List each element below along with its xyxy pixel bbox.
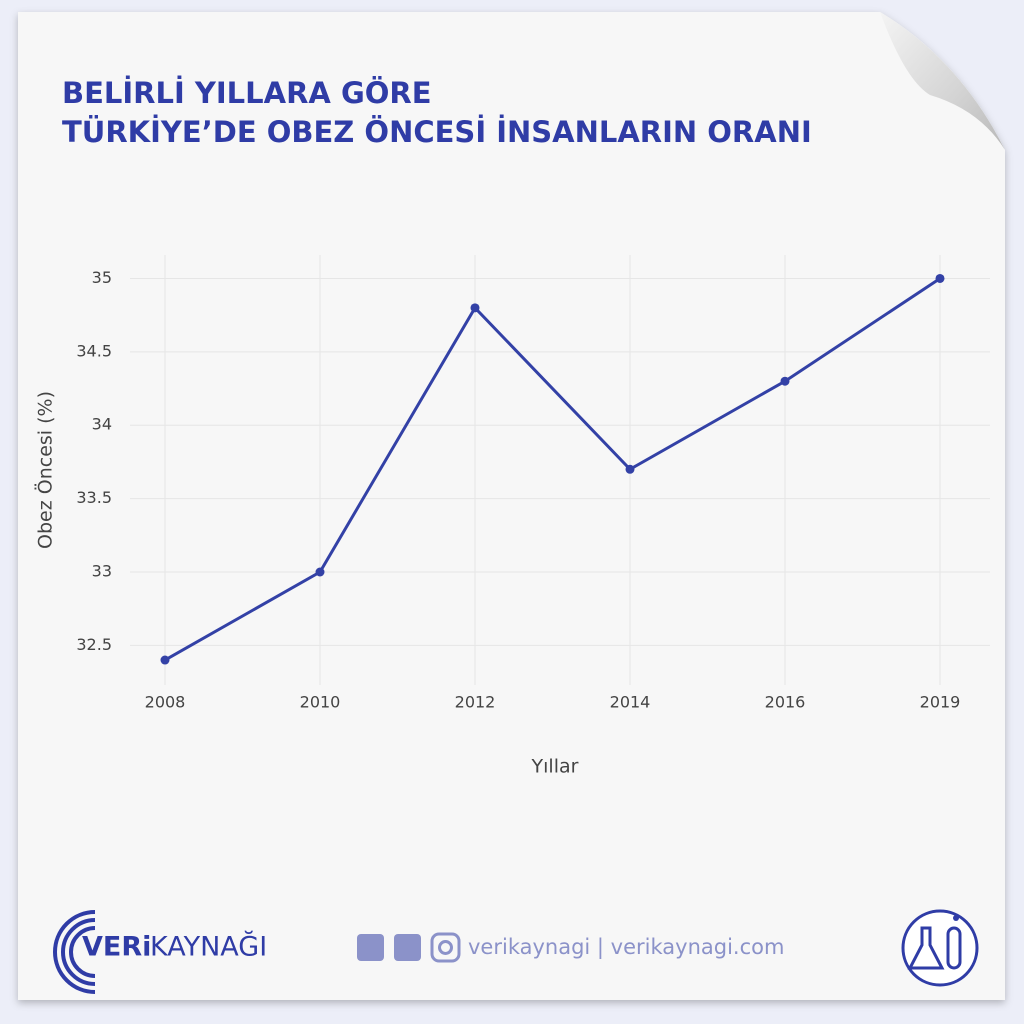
- data-point: [780, 376, 790, 386]
- page-curl: [880, 12, 1005, 150]
- logo: VERi KAYNAĞI: [53, 910, 267, 994]
- data-point: [625, 464, 635, 474]
- chart-title: BELİRLİ YILLARA GÖRE: [62, 76, 432, 110]
- y-tick-label: 32.5: [76, 635, 112, 654]
- x-tick-label: 2012: [455, 693, 496, 712]
- x-tick-label: 2010: [300, 693, 341, 712]
- x-axis-label: Yıllar: [531, 756, 579, 778]
- data-point: [160, 655, 170, 665]
- social-text: verikaynagi | verikaynagi.com: [468, 935, 784, 960]
- x-tick-label: 2008: [145, 693, 186, 712]
- data-point: [935, 273, 945, 283]
- data-point: [470, 303, 480, 313]
- flask-icon: [901, 909, 979, 987]
- data-point: [315, 567, 325, 577]
- y-tick-label: 33.5: [76, 488, 112, 507]
- x-tick-label: 2014: [610, 693, 651, 712]
- chart-title: TÜRKİYE’DE OBEZ ÖNCESİ İNSANLARIN ORANI: [62, 115, 812, 149]
- x-tick-label: 2016: [765, 693, 806, 712]
- brand-light: KAYNAĞI: [150, 931, 267, 963]
- y-tick-label: 34.5: [76, 341, 112, 360]
- x-tick-label: 2019: [920, 693, 961, 712]
- y-axis-label: Obez Öncesi (%): [34, 391, 57, 549]
- y-tick-label: 35: [92, 268, 112, 287]
- data-line: [164, 277, 941, 662]
- y-tick-label: 34: [92, 415, 112, 434]
- y-tick-label: 33: [92, 561, 112, 580]
- paper: [18, 12, 1005, 1000]
- brand-bold: VERi: [82, 932, 151, 963]
- social-icons: [357, 932, 461, 963]
